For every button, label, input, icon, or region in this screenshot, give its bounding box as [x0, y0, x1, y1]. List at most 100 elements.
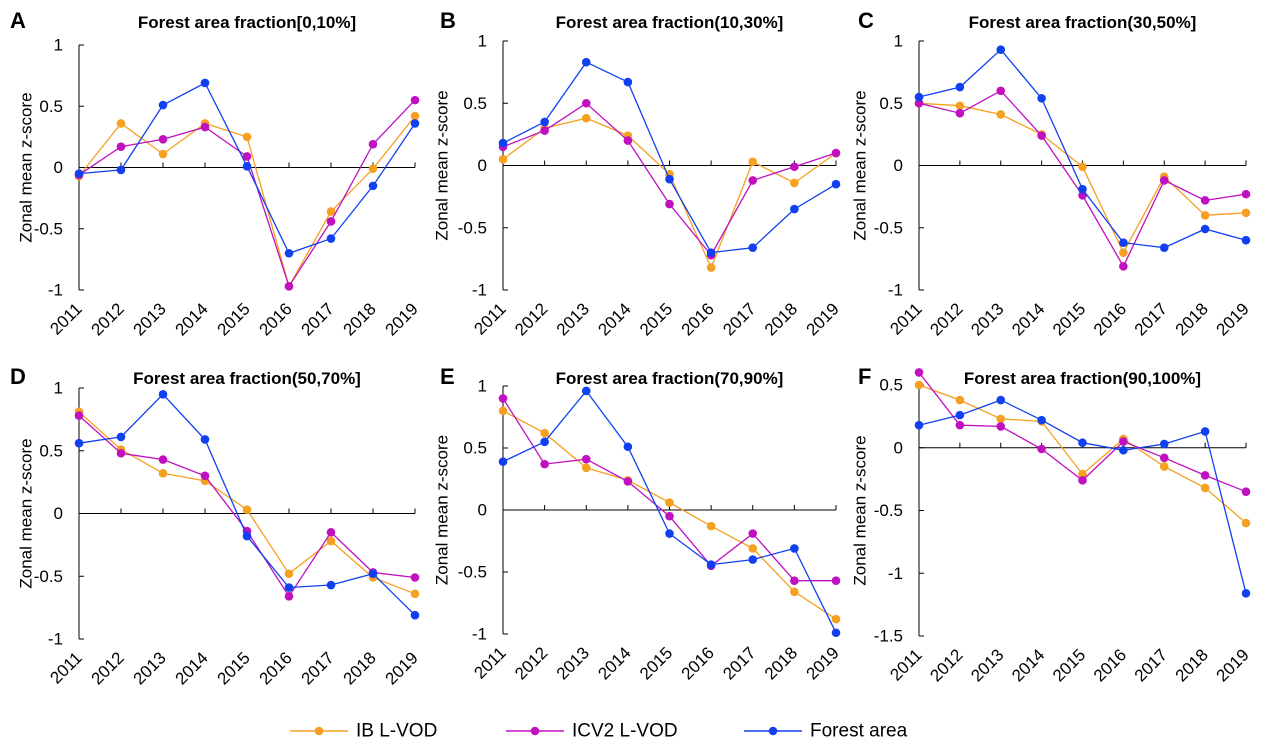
- y-tick-label: 0.5: [879, 94, 903, 113]
- data-point-forest-area: [1241, 589, 1251, 598]
- y-tick-label: 0.5: [39, 441, 63, 460]
- data-point-forest-area: [996, 45, 1006, 55]
- data-point-forest-area: [158, 100, 168, 110]
- data-point-forest-area: [1037, 93, 1046, 103]
- data-point-ib-l-vod: [410, 111, 420, 121]
- data-point-forest-area: [410, 610, 420, 620]
- y-tick-label: -1: [48, 630, 63, 649]
- data-point-forest-area: [326, 234, 336, 243]
- y-tick-label: -1: [48, 281, 63, 300]
- data-point-forest-area: [74, 438, 84, 448]
- y-tick-label: -1: [888, 564, 903, 583]
- data-point-icv2-l-vod: [1119, 437, 1128, 446]
- x-tick-label: 2019: [1213, 299, 1253, 339]
- data-point-icv2-l-vod: [914, 98, 924, 108]
- y-tick-label: -0.5: [458, 563, 487, 582]
- x-tick-label: 2013: [553, 299, 593, 339]
- data-point-forest-area: [540, 117, 549, 127]
- data-point-forest-area: [748, 555, 758, 564]
- panel-c: C Forest area fraction(30,50%] Zonal mean …: [851, 8, 1253, 339]
- data-point-ib-l-vod: [1200, 483, 1210, 493]
- y-tick-label: -1: [888, 281, 903, 300]
- panel-letter: B: [440, 8, 456, 33]
- x-tick-label: 2013: [967, 299, 1007, 339]
- x-tick-label: 2016: [678, 643, 718, 683]
- x-tick-label: 2012: [926, 645, 966, 685]
- data-point-icv2-l-vod: [158, 135, 168, 144]
- data-point-ib-l-vod: [831, 614, 841, 624]
- x-tick-label: 2015: [636, 299, 676, 339]
- data-point-forest-area: [1078, 184, 1087, 194]
- y-axis-label: Zonal mean z-score: [433, 435, 452, 585]
- data-point-forest-area: [790, 544, 799, 553]
- x-tick-label: 2016: [256, 299, 296, 339]
- data-point-ib-l-vod: [665, 498, 674, 507]
- data-point-forest-area: [914, 420, 924, 430]
- y-tick-label: -0.5: [874, 501, 903, 520]
- data-point-ib-l-vod: [1078, 469, 1087, 479]
- legend-label: Forest area: [810, 721, 908, 742]
- data-point-ib-l-vod: [540, 428, 549, 438]
- data-point-forest-area: [1119, 445, 1128, 455]
- data-point-forest-area: [74, 169, 84, 178]
- x-tick-label: 2015: [214, 648, 254, 688]
- x-tick-label: 2012: [88, 299, 128, 339]
- series-line-ib-l-vod: [502, 117, 837, 270]
- x-tick-label: 2019: [803, 299, 843, 339]
- data-point-icv2-l-vod: [914, 368, 924, 377]
- data-point-icv2-l-vod: [326, 528, 336, 537]
- data-point-ib-l-vod: [1119, 248, 1128, 257]
- data-point-forest-area: [1119, 238, 1128, 247]
- data-point-icv2-l-vod: [200, 471, 210, 481]
- x-tick-label: 2018: [340, 299, 380, 339]
- data-point-icv2-l-vod: [790, 162, 799, 172]
- data-point-forest-area: [831, 628, 841, 638]
- data-point-forest-area: [1200, 224, 1210, 234]
- y-tick-label: 0.5: [879, 376, 903, 395]
- x-tick-label: 2019: [382, 299, 422, 339]
- data-point-icv2-l-vod: [326, 217, 336, 226]
- data-point-forest-area: [368, 569, 378, 579]
- data-point-icv2-l-vod: [665, 511, 674, 521]
- x-tick-label: 2012: [926, 299, 966, 339]
- data-point-forest-area: [623, 77, 633, 87]
- data-point-forest-area: [242, 161, 252, 171]
- x-tick-label: 2015: [636, 643, 676, 683]
- x-tick-label: 2013: [130, 299, 170, 339]
- x-tick-label: 2012: [511, 643, 551, 683]
- y-tick-label: -1: [472, 625, 487, 644]
- series-line-forest-area: [502, 389, 837, 634]
- series-line-ib-l-vod: [78, 115, 416, 288]
- data-point-forest-area: [368, 181, 378, 191]
- x-tick-label: 2011: [886, 645, 925, 684]
- panel-b: B Forest area fraction(10,30%] Zonal mean …: [433, 8, 843, 339]
- data-point-ib-l-vod: [581, 463, 591, 473]
- data-point-ib-l-vod: [158, 149, 168, 159]
- data-point-forest-area: [498, 138, 508, 148]
- data-point-forest-area: [1037, 415, 1046, 425]
- data-point-forest-area: [116, 165, 126, 175]
- x-tick-label: 2014: [172, 299, 212, 339]
- y-tick-label: 0: [894, 438, 903, 457]
- y-axis-label: Zonal mean z-score: [851, 435, 870, 585]
- x-tick-label: 2011: [470, 643, 509, 682]
- data-point-icv2-l-vod: [1159, 176, 1169, 185]
- x-tick-label: 2017: [719, 299, 759, 339]
- x-tick-label: 2019: [1213, 645, 1253, 685]
- data-point-icv2-l-vod: [1037, 444, 1046, 454]
- x-tick-label: 2011: [886, 299, 925, 338]
- data-point-forest-area: [1078, 438, 1087, 448]
- legend: IB L-VOD ICV2 L-VOD Forest area: [290, 721, 908, 742]
- y-tick-label: 1: [54, 36, 63, 55]
- data-point-forest-area: [665, 174, 674, 184]
- x-tick-label: 2015: [214, 299, 254, 339]
- data-point-ib-l-vod: [955, 395, 965, 405]
- data-point-icv2-l-vod: [996, 422, 1006, 431]
- panel-d: D Forest area fraction(50,70%] Zonal mean …: [10, 364, 422, 688]
- panel-title: Forest area fraction[0,10%]: [138, 13, 356, 32]
- data-point-icv2-l-vod: [748, 176, 758, 185]
- data-point-forest-area: [540, 437, 549, 447]
- data-point-ib-l-vod: [955, 101, 965, 111]
- panel-title: Forest area fraction(50,70%]: [133, 369, 361, 388]
- y-axis-label: Zonal mean z-score: [17, 92, 36, 242]
